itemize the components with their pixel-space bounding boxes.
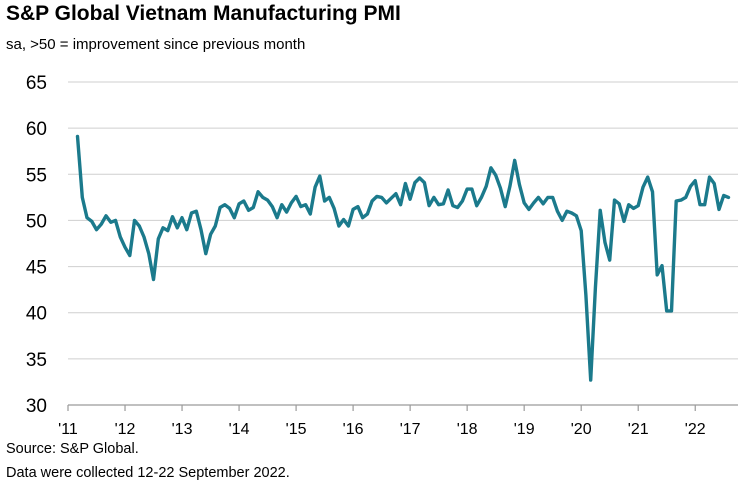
y-tick-label: 45 (26, 258, 47, 279)
series-group (75, 134, 731, 382)
x-tick-label: '21 (628, 421, 649, 438)
data-collection-note: Data were collected 12-22 September 2022… (6, 465, 290, 481)
x-tick-label: '15 (286, 421, 307, 438)
y-tick-label: 55 (26, 165, 47, 186)
x-tick-label: '12 (115, 421, 136, 438)
x-tick-label: '20 (571, 421, 592, 438)
x-tick-label: '13 (172, 421, 193, 438)
y-tick-label: 65 (26, 73, 47, 94)
chart-title: S&P Global Vietnam Manufacturing PMI (6, 2, 401, 25)
x-tick-label: '17 (400, 421, 421, 438)
x-tick-label: '11 (58, 421, 78, 438)
source-note: Source: S&P Global. (6, 441, 139, 457)
y-tick-label: 30 (26, 396, 47, 417)
y-axis-ticks: 30 35 40 45 50 55 60 65 (26, 73, 47, 417)
x-tick-label: '16 (343, 421, 364, 438)
y-tick-label: 60 (26, 119, 47, 140)
x-tick-label: '18 (457, 421, 478, 438)
y-tick-label: 50 (26, 211, 47, 232)
chart-subtitle: sa, >50 = improvement since previous mon… (6, 36, 306, 53)
x-tick-label: '19 (514, 421, 535, 438)
x-axis: '11 '12 '13 '14 '15 '16 '17 '18 '19 '20 '21 '22 (58, 404, 738, 438)
x-tick-label: '22 (685, 421, 706, 438)
y-tick-label: 40 (26, 304, 47, 325)
y-tick-label: 35 (26, 350, 47, 371)
gridlines (68, 81, 738, 360)
pmi-series-line (75, 134, 731, 382)
x-tick-label: '14 (229, 421, 250, 438)
